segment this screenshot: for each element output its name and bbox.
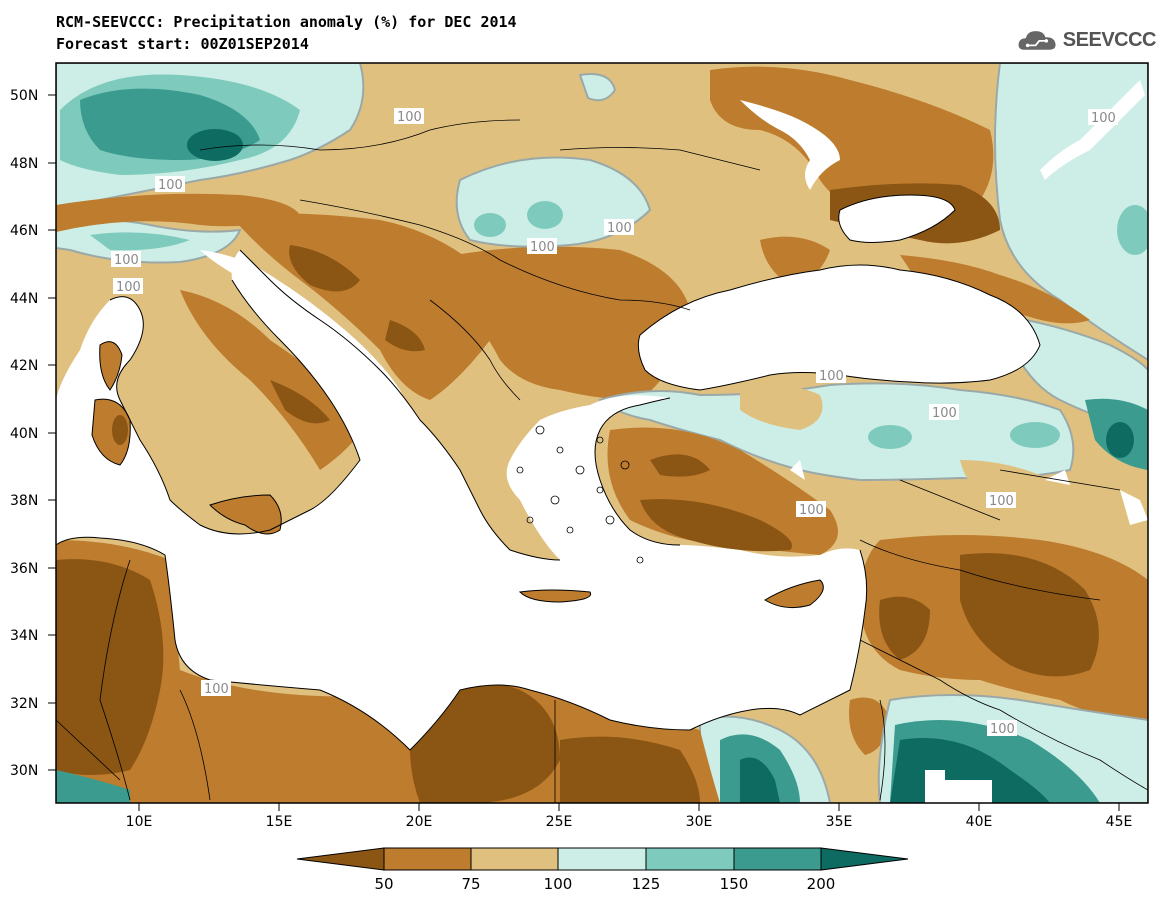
lat-label: 38N [10,493,38,509]
svg-text:100: 100 [530,240,555,255]
lon-label: 10E [126,814,153,830]
colorbar-tick: 200 [807,875,836,893]
svg-text:100: 100 [1091,111,1116,126]
map-title: RCM-SEEVCCC: Precipitation anomaly (%) f… [56,13,517,31]
svg-text:100: 100 [204,682,229,697]
lat-label: 48N [10,156,38,172]
colorbar-segment [820,847,909,871]
svg-text:100: 100 [990,722,1015,737]
contour-label: 100 [604,219,634,236]
lon-label: 30E [686,814,713,830]
colorbar-tick: 50 [374,875,393,893]
map-subtitle: Forecast start: 00Z01SEP2014 [56,35,309,53]
lat-label: 40N [10,426,38,442]
lat-label: 50N [10,88,38,104]
boundaries [56,119,1148,803]
contour-label: 100 [816,367,846,384]
lat-label: 36N [10,561,38,577]
seevccc-logo: SEEVCCC [1016,22,1157,58]
svg-text:100: 100 [397,110,422,125]
lon-label: 40E [966,814,993,830]
colorbar: 50 75 100 125 150 200 [296,847,909,893]
lat-label: 32N [10,696,38,712]
contour-label: 100 [155,176,185,193]
colorbar-tick: 75 [461,875,480,893]
lon-label: 35E [826,814,853,830]
aegean-islands [516,425,644,564]
lat-label: 30N [10,763,38,779]
lat-label: 46N [10,223,38,239]
lon-axis: 10E 15E 20E 25E 30E 35E 40E 45E [126,803,1133,830]
contour-label: 100 [527,238,557,255]
contour-label: 100 [986,492,1016,509]
contour-label: 100 [987,720,1017,737]
svg-text:100: 100 [607,221,632,236]
svg-text:100: 100 [158,178,183,193]
cloud-icon [1018,31,1056,50]
colorbar-tick: 125 [632,875,661,893]
lon-label: 25E [546,814,573,830]
contour-label: 100 [201,680,231,697]
colorbar-tick: 150 [720,875,749,893]
svg-text:100: 100 [114,253,139,268]
colorbar-segment [733,847,822,871]
lat-label: 42N [10,358,38,374]
logo-text: SEEVCCC [1062,28,1157,51]
svg-text:100: 100 [116,280,141,295]
contour-label: 100 [1088,109,1118,126]
svg-text:100: 100 [932,406,957,421]
colorbar-segment [557,847,647,871]
contour-label: 100 [394,108,424,125]
colorbar-segment [470,847,559,871]
colorbar-segment [645,847,735,871]
lat-label: 44N [10,291,38,307]
map-field [56,63,1148,803]
svg-text:100: 100 [799,503,824,518]
lon-label: 20E [406,814,433,830]
contour-label: 100 [111,251,141,268]
contour-label: 100 [113,278,143,295]
lat-label: 34N [10,628,38,644]
lon-label: 15E [266,814,293,830]
lat-axis: 50N 48N 46N 44N 42N 40N 38N 36N 34N 32N … [10,88,56,779]
contour-label: 100 [796,501,826,518]
contour-label: 100 [929,404,959,421]
svg-text:100: 100 [819,369,844,384]
svg-text:100: 100 [989,494,1014,509]
colorbar-segment [383,847,472,871]
colorbar-segment [296,847,385,871]
contour-labels: 100 100 100 100 100 100 100 100 100 100 … [111,108,1118,737]
lon-label: 45E [1106,814,1133,830]
colorbar-tick: 100 [544,875,573,893]
